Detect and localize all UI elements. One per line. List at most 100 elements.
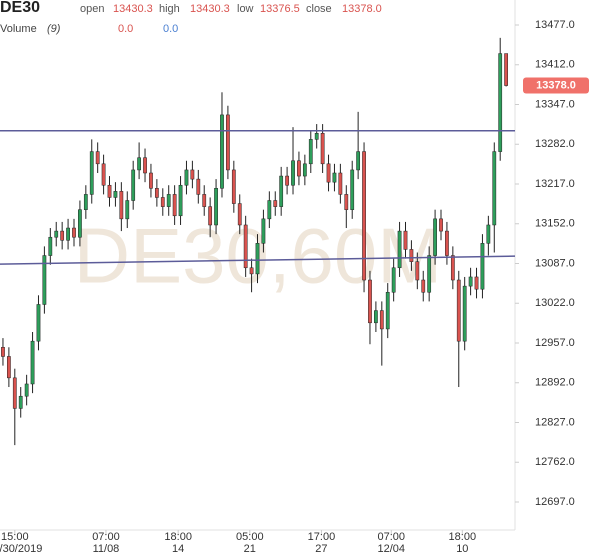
- candle-body: [302, 163, 307, 177]
- candle-body: [379, 310, 384, 330]
- candle-body: [356, 151, 361, 171]
- volume-value: 0.0: [163, 23, 178, 35]
- candle-body: [107, 184, 112, 198]
- candle-body: [208, 206, 213, 226]
- y-tick-label: 13152.0: [535, 218, 575, 230]
- candle-body: [456, 279, 461, 342]
- candle-body: [421, 279, 426, 293]
- candle-body: [36, 304, 41, 342]
- candle-body: [196, 178, 201, 195]
- x-tick-label: 05:00: [236, 531, 264, 543]
- candle-body: [237, 203, 242, 226]
- volume-period: (9): [47, 23, 61, 35]
- candle-body: [243, 224, 248, 269]
- legend-value: 13378.0: [342, 3, 382, 15]
- candle-body: [54, 230, 59, 238]
- candle-body: [48, 236, 53, 256]
- candle-body: [214, 188, 218, 226]
- candle-body: [368, 279, 372, 324]
- candle-body: [119, 191, 124, 220]
- candle-body: [178, 184, 183, 217]
- candle-body: [160, 197, 165, 207]
- candle-body: [297, 160, 301, 177]
- legend-name: open: [80, 3, 104, 15]
- candle-body: [462, 285, 467, 342]
- candle-body: [308, 139, 313, 165]
- candle-body: [391, 267, 396, 293]
- candle-body: [60, 230, 65, 241]
- last-price-box: [523, 77, 589, 94]
- candle-body: [255, 243, 260, 275]
- candle-body: [172, 194, 177, 217]
- x-tick-date: 11/08: [93, 543, 120, 555]
- candle-body: [154, 188, 159, 198]
- candle-body: [326, 163, 331, 183]
- candle-body: [42, 255, 47, 305]
- candle-body: [101, 163, 106, 186]
- candle-body: [137, 157, 141, 171]
- candle-body: [320, 132, 325, 165]
- y-tick-label: 13412.0: [535, 59, 575, 71]
- y-tick-label: 12957.0: [535, 337, 575, 349]
- candle-body: [273, 200, 278, 207]
- chart-title: DE30: [0, 0, 40, 16]
- y-tick-label: 13347.0: [535, 98, 575, 110]
- candle-body: [12, 377, 17, 409]
- candle-body: [285, 175, 289, 186]
- candle-body: [78, 209, 82, 238]
- legend-value: 13430.3: [113, 3, 153, 15]
- y-tick-label: 13087.0: [535, 257, 575, 269]
- x-tick-label: 15:00: [1, 531, 29, 543]
- candle-body: [24, 383, 29, 397]
- candle-body: [362, 151, 366, 281]
- candle-body: [267, 200, 272, 220]
- candle-body: [131, 169, 136, 201]
- candle-body: [149, 172, 153, 189]
- x-tick-date: 14: [172, 543, 184, 555]
- legend-name: low: [237, 3, 254, 15]
- candle-body: [226, 114, 230, 171]
- y-tick-label: 13022.0: [535, 297, 575, 309]
- candle-body: [83, 194, 88, 210]
- candle-body: [415, 261, 420, 281]
- candle-body: [492, 151, 497, 226]
- y-tick-label: 12827.0: [535, 416, 575, 428]
- candle-body: [445, 230, 449, 256]
- candle-body: [498, 53, 503, 152]
- candle-body: [486, 224, 491, 244]
- volume-name: Volume: [0, 23, 37, 35]
- last-price-label: 13378.0: [536, 79, 576, 91]
- candle-body: [385, 291, 390, 330]
- candle-body: [202, 194, 207, 207]
- candle-body: [409, 249, 414, 262]
- candle-body: [95, 151, 100, 165]
- x-tick-label: 18:00: [449, 531, 477, 543]
- candle-body: [314, 132, 319, 140]
- y-tick-label: 13217.0: [535, 178, 575, 190]
- x-tick-date: 12/04: [378, 543, 406, 555]
- candle-body: [184, 169, 189, 186]
- y-tick-label: 12892.0: [535, 377, 575, 389]
- candle-body: [261, 218, 266, 244]
- candle-body: [474, 276, 479, 290]
- trendline: [0, 255, 516, 265]
- candle-body: [439, 218, 443, 232]
- y-tick-label: 12697.0: [535, 496, 575, 508]
- x-tick-date: 21: [244, 543, 256, 555]
- candle-body: [291, 160, 295, 186]
- legend-value: 13376.5: [260, 3, 300, 15]
- x-tick-date: 10/30/2019: [0, 543, 42, 555]
- x-tick-label: 18:00: [164, 531, 192, 543]
- volume-value: 0.0: [118, 23, 133, 35]
- candle-body: [338, 172, 343, 195]
- candle-body: [7, 356, 11, 379]
- candle-body: [72, 227, 76, 238]
- x-tick-label: 17:00: [308, 531, 336, 543]
- x-tick-date: 27: [315, 543, 327, 555]
- x-tick-date: 10: [456, 543, 468, 555]
- candle-body: [504, 53, 508, 86]
- candle-body: [279, 175, 284, 207]
- candle-body: [374, 310, 378, 324]
- candle-body: [480, 243, 485, 290]
